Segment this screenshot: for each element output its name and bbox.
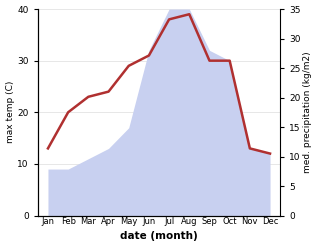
X-axis label: date (month): date (month) [120, 231, 198, 242]
Y-axis label: max temp (C): max temp (C) [5, 81, 15, 144]
Y-axis label: med. precipitation (kg/m2): med. precipitation (kg/m2) [303, 51, 313, 173]
